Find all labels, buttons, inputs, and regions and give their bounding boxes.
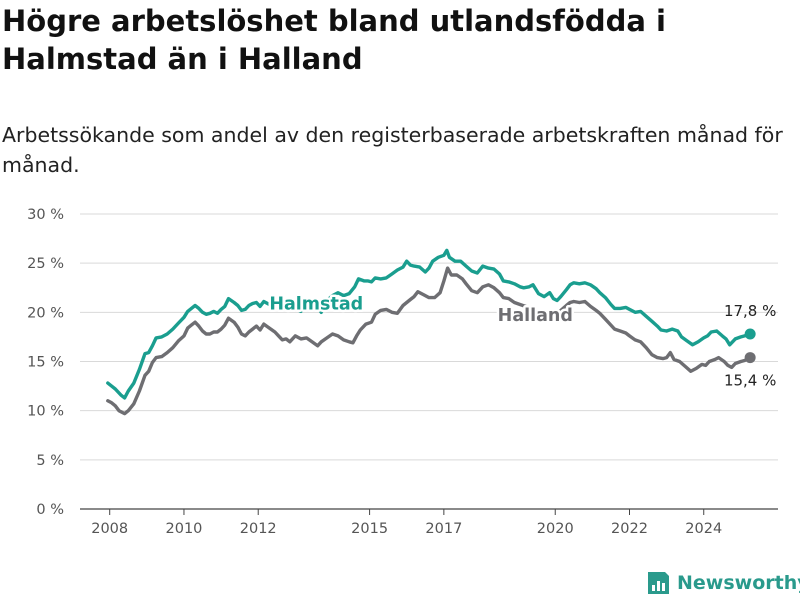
x-tick-label: 2017 bbox=[425, 521, 462, 537]
x-tick-label: 2015 bbox=[351, 521, 388, 537]
series-line-halland bbox=[106, 266, 752, 416]
y-tick-label: 25 % bbox=[27, 256, 64, 272]
page-title: Högre arbetslöshet bland utlandsfödda i … bbox=[2, 4, 666, 76]
grid-layer bbox=[80, 213, 778, 510]
series-label-halland: Halland bbox=[498, 306, 573, 326]
series-end-point-halmstad bbox=[744, 328, 756, 340]
x-tick-label: 2020 bbox=[537, 521, 574, 537]
x-tick-label: 2012 bbox=[240, 521, 277, 537]
x-tick-label: 2008 bbox=[91, 521, 128, 537]
series-line-halmstad bbox=[106, 248, 752, 400]
series-layer bbox=[106, 248, 756, 416]
x-tick-label: 2024 bbox=[685, 521, 722, 537]
y-tick-label: 5 % bbox=[36, 453, 64, 469]
y-tick-label: 15 % bbox=[27, 355, 64, 371]
label-layer: Halmstad Halland 17,8 % 15,4 % bbox=[267, 292, 777, 390]
end-value-label-halmstad: 17,8 % bbox=[724, 302, 776, 320]
brand-name: Newsworthy bbox=[677, 572, 800, 594]
x-tick-label: 2010 bbox=[166, 521, 203, 537]
axis-layer: 0 % 5 % 10 % 15 % 20 % 25 % 30 % 2008 2010 2012 20… bbox=[27, 207, 722, 537]
x-tick-label: 2022 bbox=[611, 521, 648, 537]
newsworthy-logo-icon bbox=[648, 572, 669, 594]
y-tick-label: 20 % bbox=[27, 305, 64, 321]
end-value-label-halland: 15,4 % bbox=[724, 372, 776, 390]
chart-subtitle: Arbetssökande som andel av den registerb… bbox=[2, 123, 783, 177]
y-tick-label: 10 % bbox=[27, 404, 64, 420]
series-label-halmstad: Halmstad bbox=[269, 294, 363, 314]
series-end-point-halland bbox=[744, 352, 756, 364]
y-tick-label: 30 % bbox=[27, 207, 64, 223]
y-tick-label: 0 % bbox=[36, 502, 64, 518]
brand-logo: Newsworthy bbox=[645, 568, 800, 598]
